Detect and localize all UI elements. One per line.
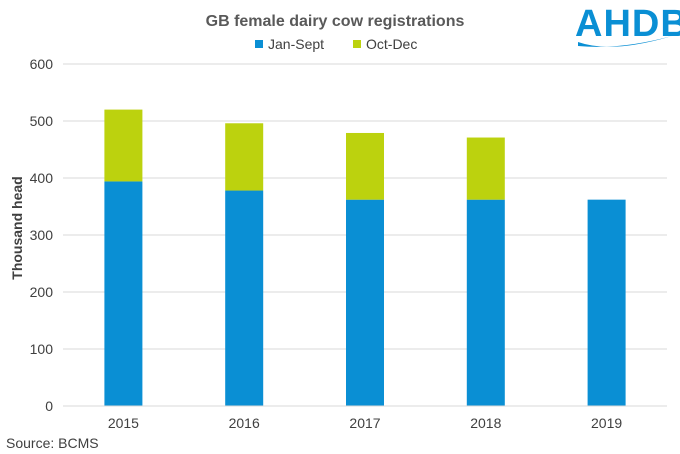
legend-label-jan-sept: Jan-Sept bbox=[268, 36, 324, 52]
bars bbox=[104, 109, 626, 406]
x-tick-label-2015: 2015 bbox=[108, 415, 139, 431]
legend-label-oct-dec: Oct-Dec bbox=[366, 36, 417, 52]
legend: Jan-Sept Oct-Dec bbox=[255, 36, 417, 52]
bar-2019-jan-sept bbox=[587, 199, 626, 406]
x-axis-ticks: 2015 2016 2017 2018 2019 bbox=[108, 415, 623, 431]
bar-2016-oct-dec bbox=[225, 123, 264, 191]
legend-swatch-jan-sept bbox=[255, 40, 263, 48]
y-axis-label: Thousand head bbox=[9, 176, 25, 279]
legend-swatch-oct-dec bbox=[353, 40, 361, 48]
bar-2016-jan-sept bbox=[225, 190, 264, 406]
y-tick-label: 200 bbox=[30, 284, 54, 300]
x-tick-label-2016: 2016 bbox=[229, 415, 260, 431]
source-note: Source: BCMS bbox=[6, 435, 99, 451]
bar-2015-oct-dec bbox=[104, 109, 143, 182]
logo-text: AHDB bbox=[575, 3, 680, 45]
bar-2018-jan-sept bbox=[466, 199, 505, 406]
chart-title: GB female dairy cow registrations bbox=[206, 13, 465, 30]
ahdb-logo: AHDB bbox=[575, 3, 680, 47]
bar-2017-oct-dec bbox=[346, 132, 384, 200]
gridlines bbox=[63, 63, 667, 350]
y-tick-label: 600 bbox=[30, 56, 54, 72]
x-tick-label-2018: 2018 bbox=[470, 415, 501, 431]
x-tick-label-2019: 2019 bbox=[591, 415, 622, 431]
bar-2017-jan-sept bbox=[346, 199, 384, 406]
y-tick-label: 400 bbox=[30, 170, 54, 186]
y-tick-label: 0 bbox=[45, 398, 53, 414]
bar-2018-oct-dec bbox=[466, 137, 505, 200]
bar-2015-jan-sept bbox=[104, 181, 143, 406]
y-tick-label: 500 bbox=[30, 113, 54, 129]
y-tick-label: 300 bbox=[30, 227, 54, 243]
y-tick-label: 100 bbox=[30, 341, 54, 357]
x-tick-label-2017: 2017 bbox=[349, 415, 380, 431]
y-axis-ticks: 0 100 200 300 400 500 600 bbox=[30, 56, 54, 414]
logo-swoosh-icon bbox=[578, 36, 672, 47]
